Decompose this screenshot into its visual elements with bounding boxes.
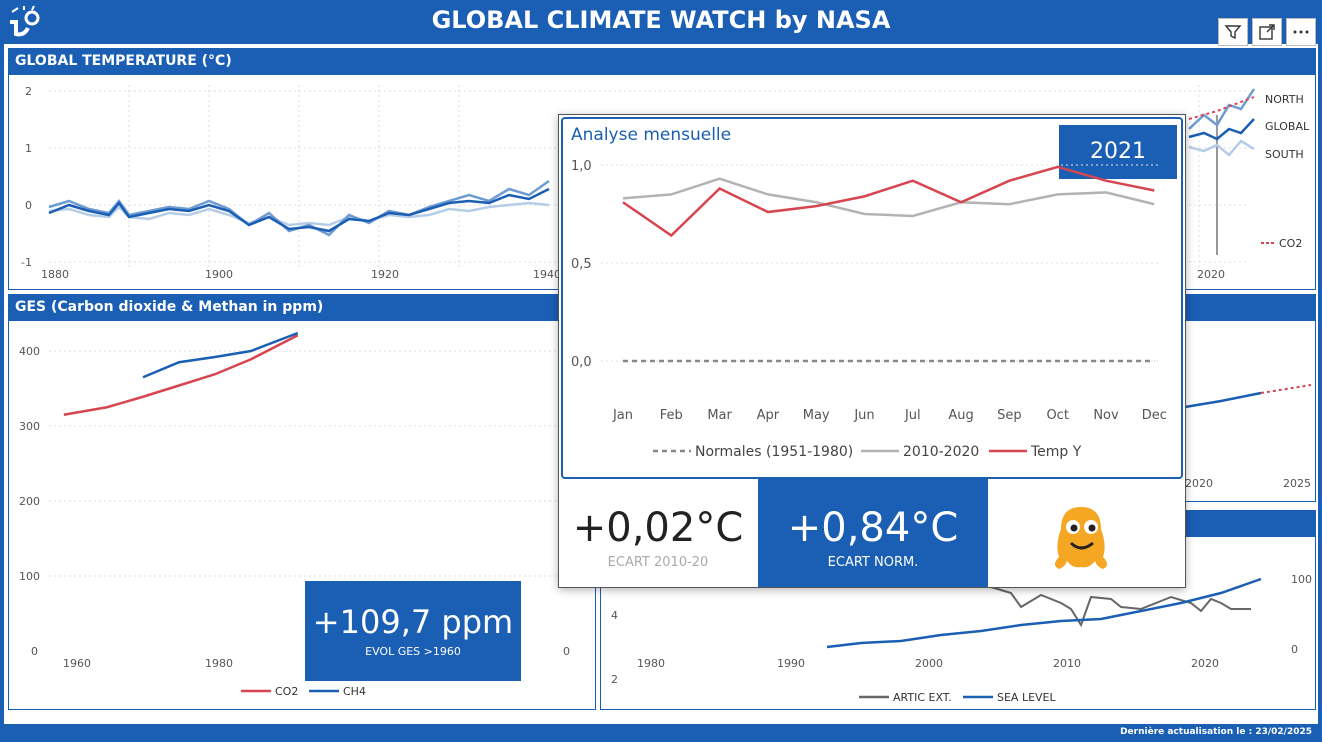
temp-xtick: 1880 (41, 268, 69, 281)
temperature-panel-title: GLOBAL TEMPERATURE (°C) (9, 49, 1315, 75)
popup-xtick: Oct (1046, 408, 1068, 423)
sea-level-line (826, 577, 1262, 649)
ges-ytick: 100 (19, 570, 40, 583)
temp-xtick: 2020 (1197, 268, 1225, 281)
bottom-ytick-left: 2 (611, 673, 618, 686)
popup-xtick: May (803, 408, 830, 423)
popup-xtick: Feb (660, 408, 683, 423)
right-mid-xtick: 2020 (1185, 477, 1213, 490)
ges-xtick: 1960 (63, 657, 91, 670)
popup-legend-temp: Temp Y (1030, 444, 1082, 460)
header-bar: GLOBAL CLIMATE WATCH by NASA (0, 0, 1322, 44)
brand-logo (10, 5, 40, 37)
bottom-xtick: 2020 (1191, 657, 1219, 670)
ges-kpi-value: +109,7 ppm (312, 603, 514, 641)
last-update-text: Dernière actualisation le : 23/02/2025 (1120, 727, 1312, 737)
popup-xtick: Mar (707, 408, 732, 423)
co2-line (63, 334, 299, 416)
bottom-legend-sea: SEA LEVEL (997, 691, 1057, 704)
popup-ytick: 0,5 (571, 257, 592, 272)
temp-south-line-recent (1188, 139, 1255, 157)
right-mid-chart: 2020 2025 (1184, 384, 1312, 490)
popup-xtick: Apr (757, 408, 780, 423)
right-mid-xtick: 2025 (1283, 477, 1311, 490)
temp-xtick: 1920 (371, 268, 399, 281)
more-options-button[interactable] (1286, 18, 1316, 46)
ges-kpi-card: +109,7 ppm EVOL GES >1960 (305, 581, 521, 681)
popup-legend-normales: Normales (1951-1980) (695, 444, 853, 460)
kpi1-label: ECART 2010-20 (607, 555, 709, 570)
bottom-legend-artic: ARTIC EXT. (893, 691, 952, 704)
temp-y-line (622, 165, 1155, 238)
bottom-xtick: 2000 (915, 657, 943, 670)
decade-line (622, 177, 1155, 218)
filter-icon (1224, 25, 1242, 40)
temp-xtick: 1940 (533, 268, 561, 281)
legend-north: NORTH (1265, 93, 1304, 106)
ch4-line (142, 331, 299, 379)
filter-button[interactable] (1218, 18, 1248, 46)
ges-ytick: 200 (19, 495, 40, 508)
popup-ytick: 1,0 (571, 159, 592, 174)
bottom-ytick-right: 0 (1291, 643, 1298, 656)
ges-xtick: 1980 (205, 657, 233, 670)
ges-legend-co2: CO2 (275, 685, 298, 698)
bottom-ytick-left: 4 (611, 609, 618, 622)
more-icon (1293, 30, 1309, 34)
ges-ytick-right: 0 (563, 645, 570, 658)
legend-co2: CO2 (1279, 237, 1302, 250)
temp-south-line (48, 201, 550, 227)
temp-xtick: 1900 (205, 268, 233, 281)
bottom-ytick-right: 100 (1291, 573, 1312, 586)
temp-ytick-0: 0 (25, 199, 32, 212)
temp-ytick-m1: -1 (21, 256, 32, 269)
ges-panel: GES (Carbon dioxide & Methan in ppm) 400… (8, 294, 596, 710)
ges-legend-ch4: CH4 (343, 685, 366, 698)
popup-xtick: Sep (997, 408, 1022, 423)
kpi2-label: ECART NORM. (827, 555, 919, 570)
popup-xtick: Aug (948, 408, 973, 423)
focus-mode-button[interactable] (1252, 18, 1282, 46)
temp-co2-line (1188, 96, 1255, 120)
kpi2-value: +0,84°C (787, 505, 959, 551)
temp-global-line-recent (1188, 118, 1255, 141)
kpi-ecart-norm: +0,84°C ECART NORM. (758, 479, 988, 587)
bottom-xtick: 1990 (777, 657, 805, 670)
popup-legend-decade: 2010-2020 (903, 444, 979, 460)
ges-ytick: 400 (19, 345, 40, 358)
expand-icon (1259, 24, 1275, 40)
popup-xtick: Jul (904, 408, 921, 423)
popup-xtick: Dec (1142, 408, 1167, 423)
ges-ytick: 300 (19, 420, 40, 433)
legend-south: SOUTH (1265, 148, 1304, 161)
kpi-ecart-decade: +0,02°C ECART 2010-20 (559, 479, 757, 587)
ges-panel-title: GES (Carbon dioxide & Methan in ppm) (9, 295, 595, 321)
kpi1-value: +0,02°C (572, 505, 744, 551)
ges-kpi-label: EVOL GES >1960 (365, 645, 461, 658)
year-badge: 2021 (1059, 125, 1177, 179)
temp-ytick-2: 2 (25, 85, 32, 98)
temp-north-line-recent (1188, 88, 1256, 130)
popup-ytick: 0,0 (571, 355, 592, 370)
monthly-analysis-tooltip: Analyse mensuelle 2021 1,0 0,5 0,0 Jan Feb Ma… (558, 114, 1186, 588)
page-title: GLOBAL CLIMATE WATCH by NASA (431, 6, 891, 34)
artic-line (990, 586, 1251, 628)
popup-xtick: Nov (1093, 408, 1119, 423)
temp-ytick-1: 1 (25, 142, 32, 155)
popup-xtick: Jun (853, 408, 874, 423)
popup-inner-border (561, 117, 1183, 479)
monthly-chart: 1,0 0,5 0,0 Jan Feb Mar Apr May Jun Jul Aug Sep Oct N… (571, 159, 1167, 460)
temp-global-line (48, 187, 550, 233)
artic-sea-chart: 4 2 100 0 1980 1990 2000 2010 2020 ARTIC… (611, 573, 1312, 704)
legend-global: GLOBAL (1265, 120, 1310, 133)
hot-emoji-icon (1055, 507, 1107, 569)
footer-bar: Dernière actualisation le : 23/02/2025 (0, 724, 1322, 742)
bottom-xtick: 2010 (1053, 657, 1081, 670)
popup-title: Analyse mensuelle (571, 125, 732, 145)
ges-ytick: 0 (31, 645, 38, 658)
bottom-xtick: 1980 (637, 657, 665, 670)
popup-xtick: Jan (612, 408, 633, 423)
